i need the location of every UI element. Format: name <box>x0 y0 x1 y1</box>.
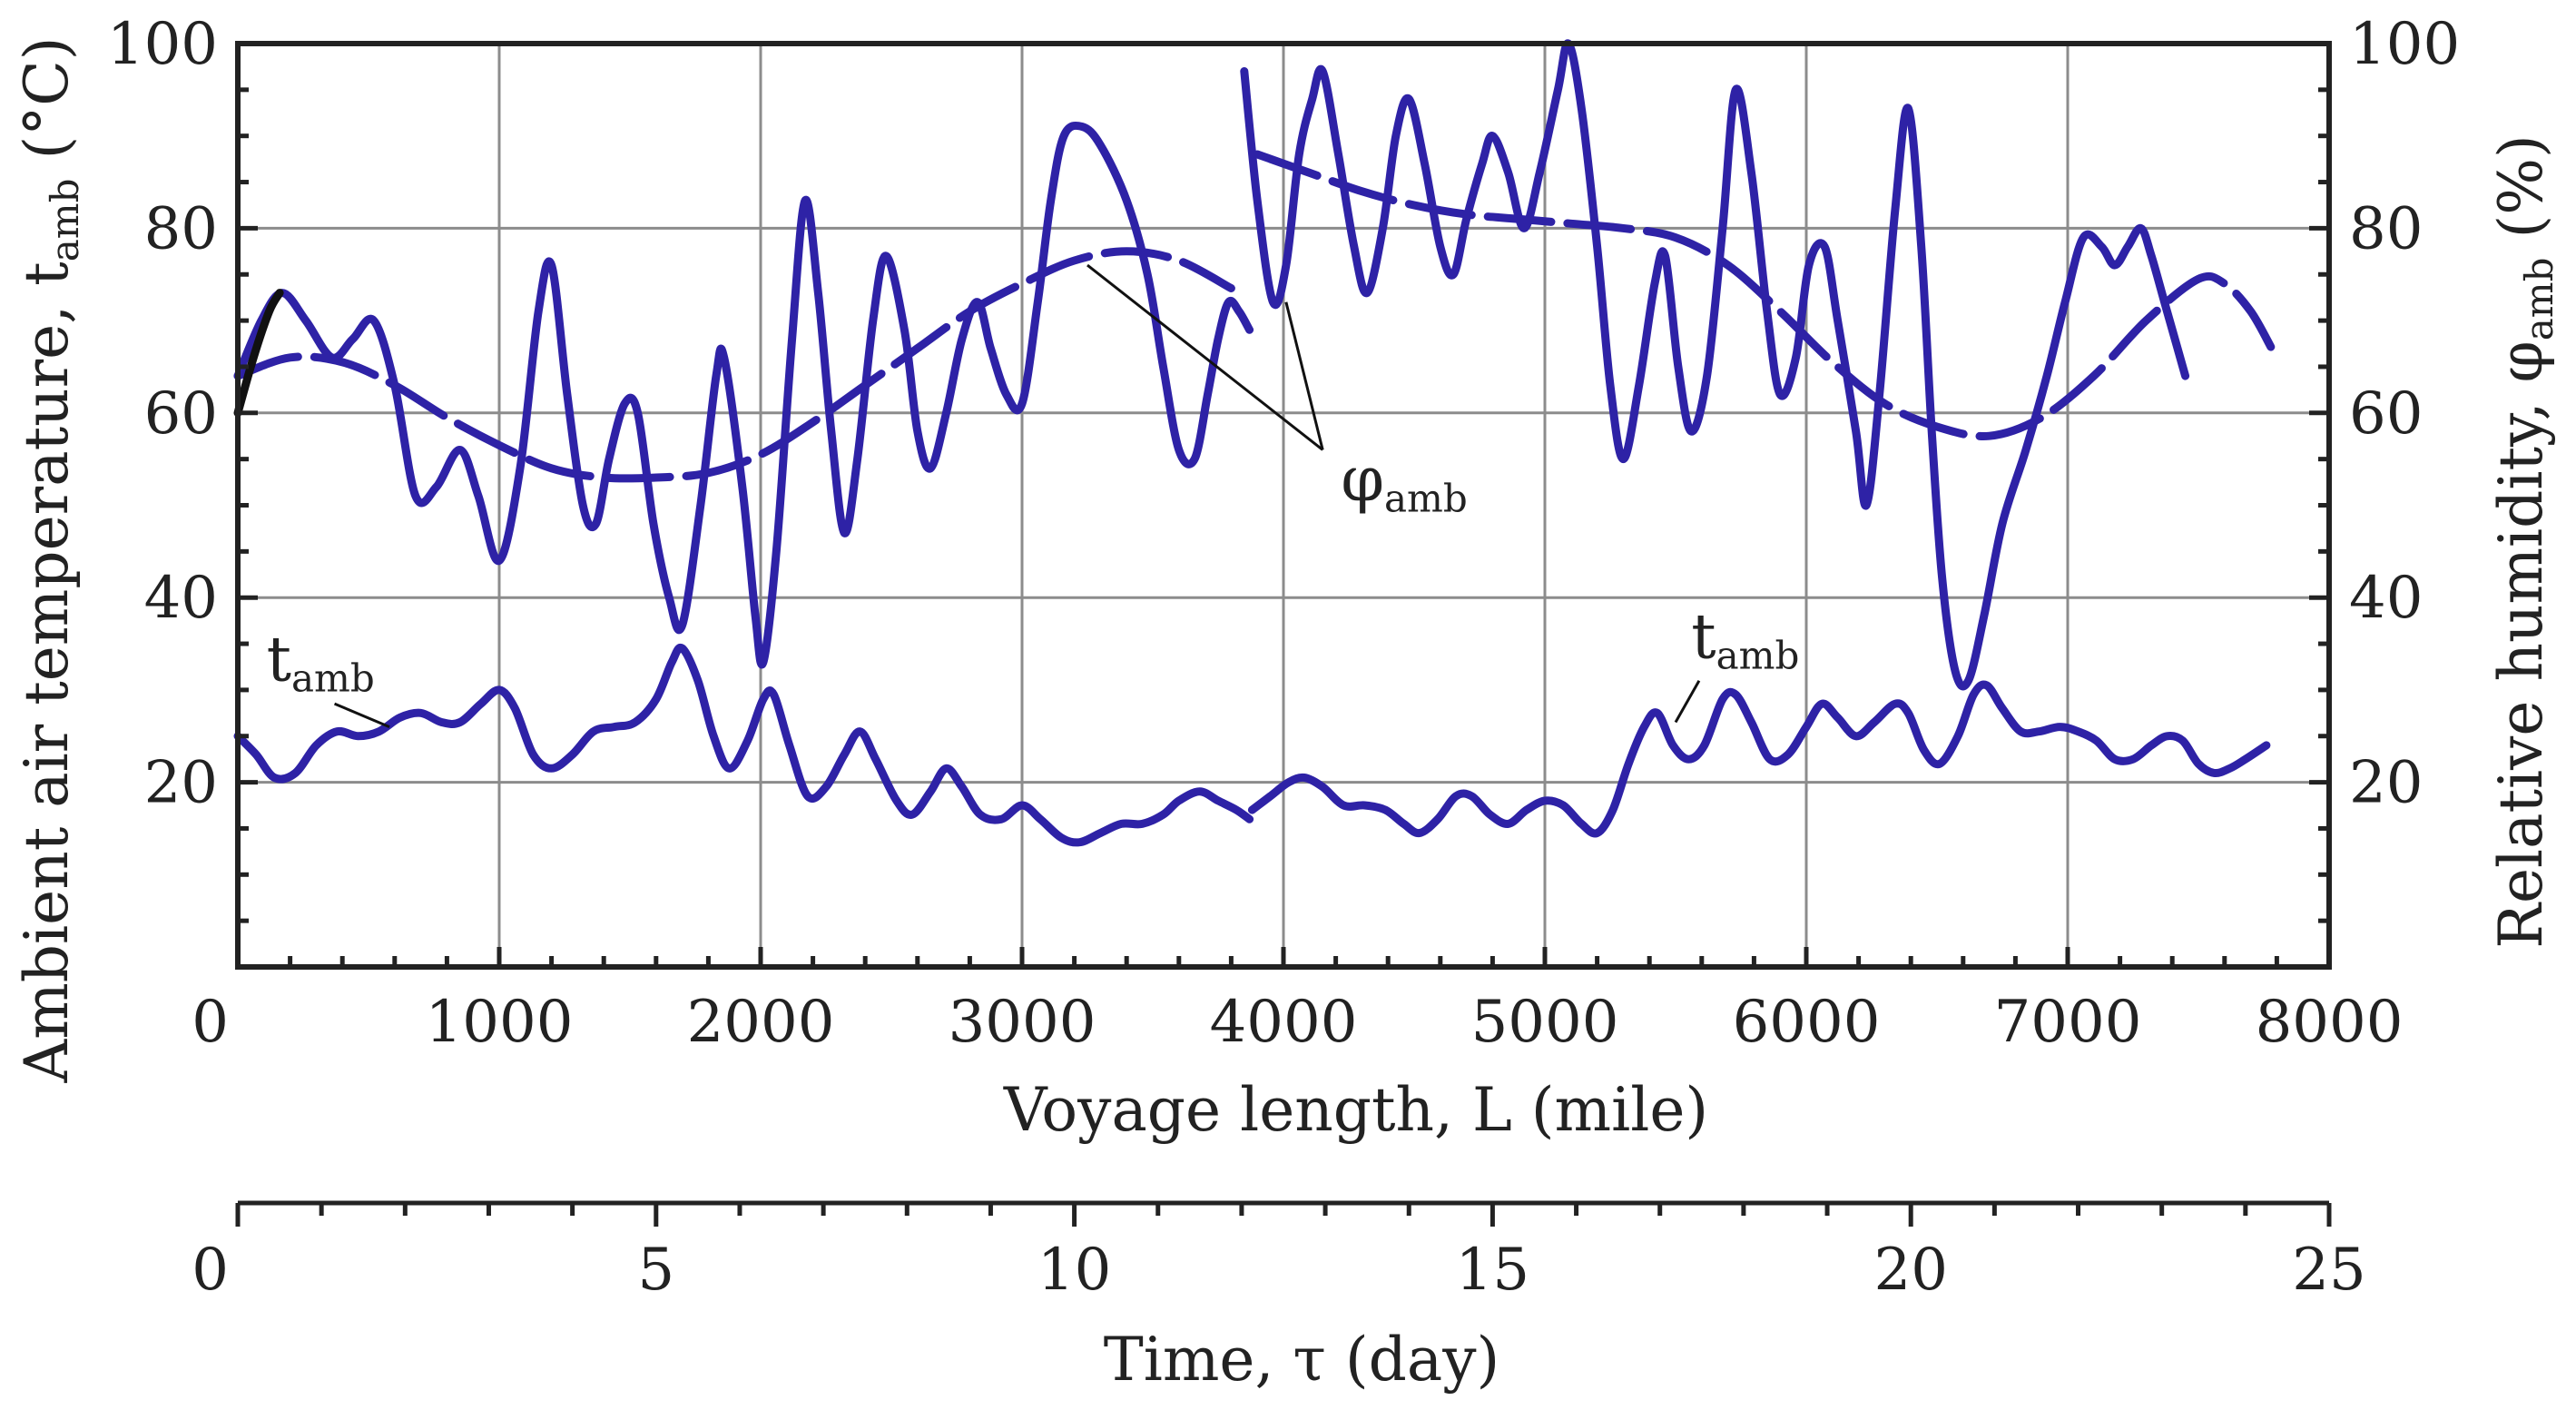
y-right-tick-label: 100 <box>2349 11 2460 78</box>
series-tamb-line <box>233 644 1254 847</box>
series--amb-approximation-line <box>1253 150 2276 440</box>
y-right-tick-label: 60 <box>2349 380 2423 448</box>
time-tick-label: 10 <box>1037 1237 1111 1304</box>
phi-amb-annotation-main: φ <box>1341 444 1384 516</box>
y-left-tick-label: 40 <box>144 565 218 632</box>
y-axis-left-title-unit: (°C) <box>12 37 82 179</box>
t-amb-annotation-left-main: t <box>267 625 291 696</box>
axes: 0 1000 2000 3000 4000 5000 6000 7000 80002040608… <box>107 11 2460 1304</box>
y-left-tick-label: 60 <box>144 380 218 448</box>
y-axis-left-title: Ambient air temperature, tamb (°C) <box>12 37 87 1084</box>
t-amb-right-leader-line <box>1674 679 1701 724</box>
series--amb-measured-line <box>233 121 1254 669</box>
y-right-tick-label: 80 <box>2349 195 2423 262</box>
time-tick-label: 0 <box>192 1237 229 1304</box>
time-tick-label: 20 <box>1873 1237 1947 1304</box>
time-tick-label: 5 <box>637 1237 674 1304</box>
x-tick-label: 8000 <box>2256 989 2404 1056</box>
x-tick-label: 7000 <box>1994 989 2142 1056</box>
series--amb-measured-line <box>1240 39 2190 691</box>
y-left-tick-label: 100 <box>107 11 218 78</box>
t-amb-left-leader-line <box>333 702 390 728</box>
y-axis-right-title: Relative humidity, φamb (%) <box>2486 134 2561 948</box>
x-tick-label: 1000 <box>426 989 574 1056</box>
time-tick-label: 15 <box>1456 1237 1529 1304</box>
y-axis-left-title-main: Ambient air temperature, t <box>12 261 82 1083</box>
x-tick-label: 4000 <box>1210 989 1358 1056</box>
phi-amb-annotation: φamb <box>1341 444 1467 520</box>
t-amb-annotation-left-sub: amb <box>291 656 375 701</box>
t-amb-annotation-right-main: t <box>1691 601 1716 673</box>
series-tamb-line <box>1247 680 2271 838</box>
x-axis-title: Voyage length, L (mile) <box>1003 1075 1708 1145</box>
y-left-tick-label: 20 <box>144 750 218 817</box>
x-tick-label: 6000 <box>1733 989 1881 1056</box>
t-amb-annotation-right-sub: amb <box>1716 633 1800 677</box>
x-tick-label: 3000 <box>949 989 1096 1056</box>
phi-amb-leader-line <box>1284 301 1324 450</box>
time-tick-label: 25 <box>2292 1237 2365 1304</box>
y-axis-right-title-main: Relative humidity, φ <box>2486 340 2556 948</box>
y-right-tick-label: 40 <box>2349 565 2423 632</box>
grid-lines <box>238 44 2329 967</box>
y-axis-right-title-unit: (%) <box>2486 134 2556 257</box>
x-tick-label: 5000 <box>1471 989 1619 1056</box>
phi-amb-annotation-sub: amb <box>1384 476 1468 520</box>
time-axis-title: Time, τ (day) <box>1104 1325 1500 1395</box>
series--amb-approximation-line <box>233 247 1235 483</box>
t-amb-annotation-left: tamb <box>267 625 375 701</box>
series-group <box>233 39 2276 847</box>
y-axis-right-title-sub: amb <box>2517 257 2561 340</box>
x-tick-label: 0 <box>192 989 229 1056</box>
x-tick-label: 2000 <box>687 989 835 1056</box>
phi-amb-leader-line <box>1086 263 1324 451</box>
y-right-tick-label: 20 <box>2349 750 2423 817</box>
y-left-tick-label: 80 <box>144 195 218 262</box>
y-axis-left-title-sub: amb <box>43 179 87 262</box>
series-tamb-approximation-thin--line <box>233 289 284 418</box>
t-amb-annotation-right: tamb <box>1691 601 1799 677</box>
